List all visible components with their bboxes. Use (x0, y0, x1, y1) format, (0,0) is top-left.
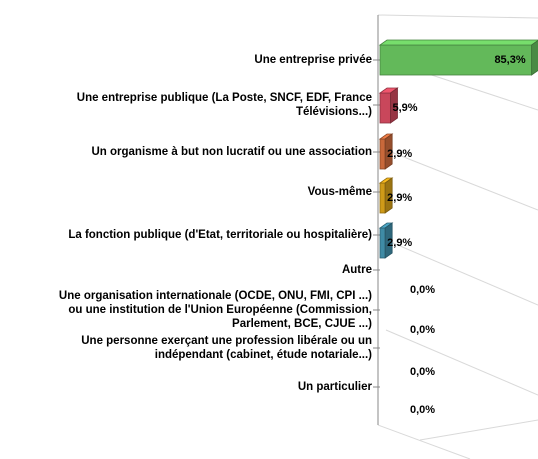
bar-side (384, 177, 393, 214)
value-label: 85,3% (494, 54, 525, 66)
bar-side (390, 87, 398, 124)
category-label: La fonction publique (d'Etat, territoria… (68, 229, 372, 241)
value-label: 2,9% (387, 192, 412, 204)
bar-side (384, 222, 393, 259)
bar-side (384, 133, 393, 170)
bar-side (531, 39, 538, 76)
value-label: 0,0% (410, 324, 435, 336)
category-label: Vous-même (307, 186, 372, 198)
category-label: Une personne exerçant une profession lib… (81, 335, 372, 361)
value-label: 2,9% (387, 237, 412, 249)
bar (379, 227, 386, 259)
value-label: 5,9% (392, 102, 417, 114)
category-label: Un particulier (297, 381, 372, 393)
category-label: Une entreprise privée (254, 54, 372, 66)
bar (379, 182, 386, 214)
bar-top (378, 39, 538, 46)
category-label: Un organisme à but non lucratif ou une a… (91, 146, 372, 158)
bar (379, 138, 386, 170)
category-label: Une organisation internationale (OCDE, O… (58, 290, 372, 330)
bar (379, 92, 391, 124)
value-label: 0,0% (410, 366, 435, 378)
value-label: 2,9% (387, 148, 412, 160)
value-label: 0,0% (410, 404, 435, 416)
category-label: Une entreprise publique (La Poste, SNCF,… (76, 92, 372, 118)
value-label: 0,0% (410, 284, 435, 296)
category-label: Autre (341, 264, 372, 276)
